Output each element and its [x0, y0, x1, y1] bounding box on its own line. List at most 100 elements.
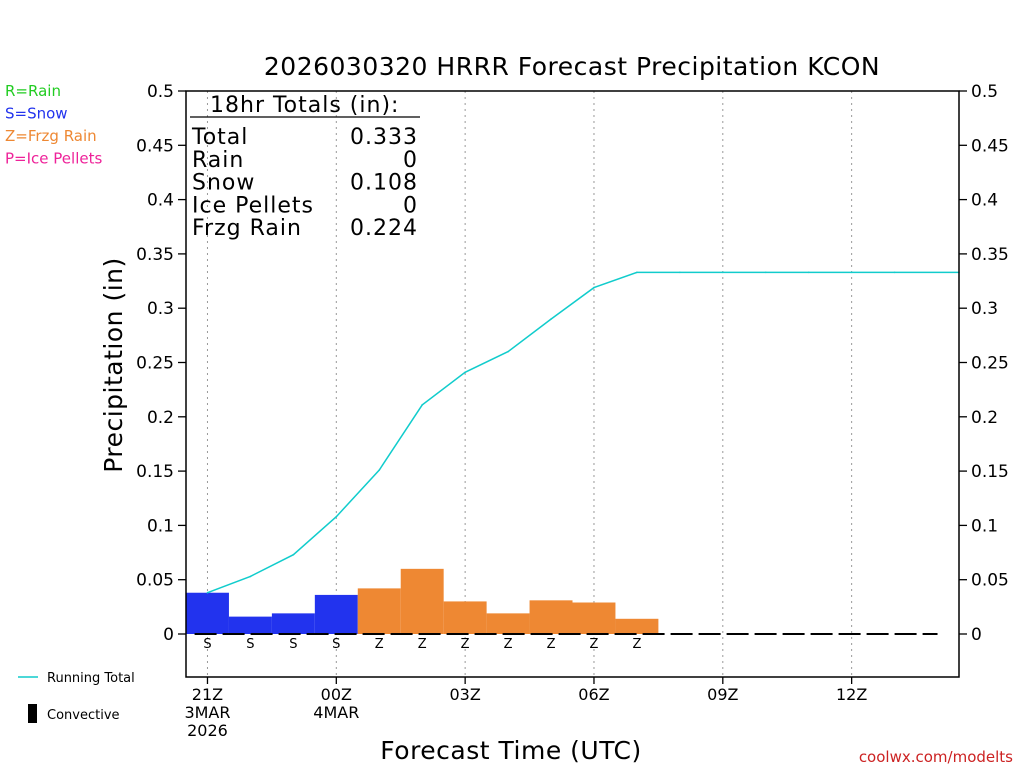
- y-tick-label-right: 0.5: [971, 82, 998, 102]
- x-tick-label: 12Z: [836, 685, 867, 704]
- x-tick-label: 3MAR: [184, 703, 230, 722]
- ptype-letter: Z: [547, 637, 556, 652]
- x-tick-label: 09Z: [707, 685, 738, 704]
- ptype-letter: Z: [632, 637, 641, 652]
- ptype-letter: S: [203, 637, 211, 652]
- y-tick-label-left: 0.5: [147, 82, 174, 102]
- precip-bar-0: [186, 592, 229, 634]
- totals-row-value: 0: [403, 193, 418, 218]
- precip-bar-8: [529, 600, 573, 634]
- running-total-point-5: [421, 404, 423, 406]
- x-tick-label: 2026: [187, 721, 228, 740]
- precip-bar-1: [228, 616, 272, 634]
- running-total-point-8: [550, 318, 552, 320]
- y-tick-label-right: 0.05: [971, 571, 1009, 591]
- y-tick-label-right: 0.3: [971, 299, 998, 319]
- totals-heading: 18hr Totals (in):: [210, 93, 399, 118]
- ptype-letter: Z: [504, 637, 513, 652]
- running-total-point-1: [249, 575, 252, 578]
- ptype-letter: S: [246, 637, 254, 652]
- precip-bar-5: [400, 568, 444, 634]
- precip-bar-3: [314, 594, 358, 634]
- running-total-point-14: [807, 271, 810, 274]
- x-tick-label: 06Z: [578, 685, 609, 704]
- running-total-point-13: [764, 271, 767, 274]
- y-tick-label-left: 0.25: [136, 354, 174, 374]
- plot-frame: [185, 90, 960, 678]
- y-tick-label-left: 0.1: [147, 516, 174, 536]
- running-total-point-10: [636, 271, 638, 274]
- totals-row-label: Ice Pellets: [192, 193, 314, 218]
- y-axis-label: Precipitation (in): [99, 257, 128, 473]
- ptype-legend: R=Rain S=Snow Z=Frzg Rain P=Ice Pellets: [5, 82, 102, 168]
- convective-swatch: [28, 704, 37, 723]
- precip-bar-7: [486, 613, 530, 634]
- running-total-point-6: [464, 371, 466, 374]
- y-tick-label-left: 0.15: [136, 462, 174, 482]
- convective-legend-label: Convective: [47, 708, 120, 723]
- y-tick-label-right: 0.4: [971, 191, 998, 211]
- y-tick-label-left: 0.45: [136, 136, 174, 156]
- running-total-point-7: [507, 350, 509, 353]
- totals-row-label: Snow: [192, 171, 255, 196]
- y-tick-label-right: 0.45: [971, 136, 1009, 156]
- y-tick-label-right: 0.2: [971, 408, 998, 428]
- y-tick-label-right: 0.35: [971, 245, 1009, 265]
- running-total-legend-label: Running Total: [47, 671, 135, 686]
- x-tick-label: 4MAR: [313, 703, 359, 722]
- precip-bar-9: [572, 602, 616, 634]
- running-total-point-16: [893, 271, 896, 274]
- running-total-line: [207, 271, 959, 594]
- x-axis-label: Forecast Time (UTC): [380, 736, 641, 765]
- totals-row-label: Rain: [192, 148, 244, 173]
- running-total-series: [206, 271, 960, 594]
- running-total-point-0: [206, 591, 209, 594]
- ptype-letter: S: [332, 637, 340, 652]
- totals-row-value: 0.224: [350, 216, 418, 241]
- ptype-letter: Z: [418, 637, 427, 652]
- running-total-point-11: [679, 271, 681, 274]
- y-tick-label-right: 0.15: [971, 462, 1009, 482]
- y-tick-label-left: 0.2: [147, 408, 174, 428]
- bottom-legend: Running Total Convective: [18, 671, 135, 723]
- running-total-point-3: [335, 515, 338, 518]
- y-tick-label-left: 0: [163, 625, 174, 645]
- chart-title: 2026030320 HRRR Forecast Precipitation K…: [264, 52, 880, 81]
- y-tick-label-left: 0.35: [136, 245, 174, 265]
- ptype-letter: S: [289, 637, 297, 652]
- precip-bar-10: [615, 618, 659, 634]
- ptype-letter: Z: [375, 637, 384, 652]
- totals-box: 18hr Totals (in): Total 0.333 Rain 0 Snow 0.10…: [190, 93, 420, 241]
- ptype-legend-item: Z=Frzg Rain: [5, 127, 97, 145]
- x-tick-label: 21Z: [192, 685, 223, 704]
- ptype-letter: Z: [461, 637, 470, 652]
- y-tick-label-left: 0.05: [136, 571, 174, 591]
- ptype-legend-item: R=Rain: [5, 82, 61, 100]
- running-total-point-4: [378, 469, 381, 471]
- totals-row-value: 0.108: [350, 171, 418, 196]
- ptype-legend-item: P=Ice Pellets: [5, 150, 102, 168]
- running-total-point-12: [722, 271, 724, 274]
- running-total-point-9: [593, 286, 595, 289]
- credit-text: coolwx.com/modelts: [859, 748, 1013, 766]
- y-tick-label-left: 0.4: [147, 191, 174, 211]
- y-tick-label-left: 0.3: [147, 299, 174, 319]
- totals-row-value: 0.333: [350, 125, 418, 150]
- y-tick-label-right: 0: [971, 625, 982, 645]
- ptype-letter: Z: [590, 637, 599, 652]
- precip-bar-2: [271, 613, 315, 634]
- running-total-point-2: [292, 553, 295, 556]
- y-tick-label-right: 0.25: [971, 354, 1009, 374]
- precip-bar-6: [443, 601, 487, 634]
- ptype-legend-item: S=Snow: [5, 105, 68, 123]
- totals-row-label: Total: [191, 125, 248, 150]
- vertical-gridlines: [206, 91, 853, 677]
- y-tick-label-right: 0.1: [971, 516, 998, 536]
- totals-row-label: Frzg Rain: [192, 216, 302, 241]
- precip-bar-4: [357, 588, 401, 634]
- totals-row-value: 0: [403, 148, 418, 173]
- x-tick-label: 00Z: [321, 685, 352, 704]
